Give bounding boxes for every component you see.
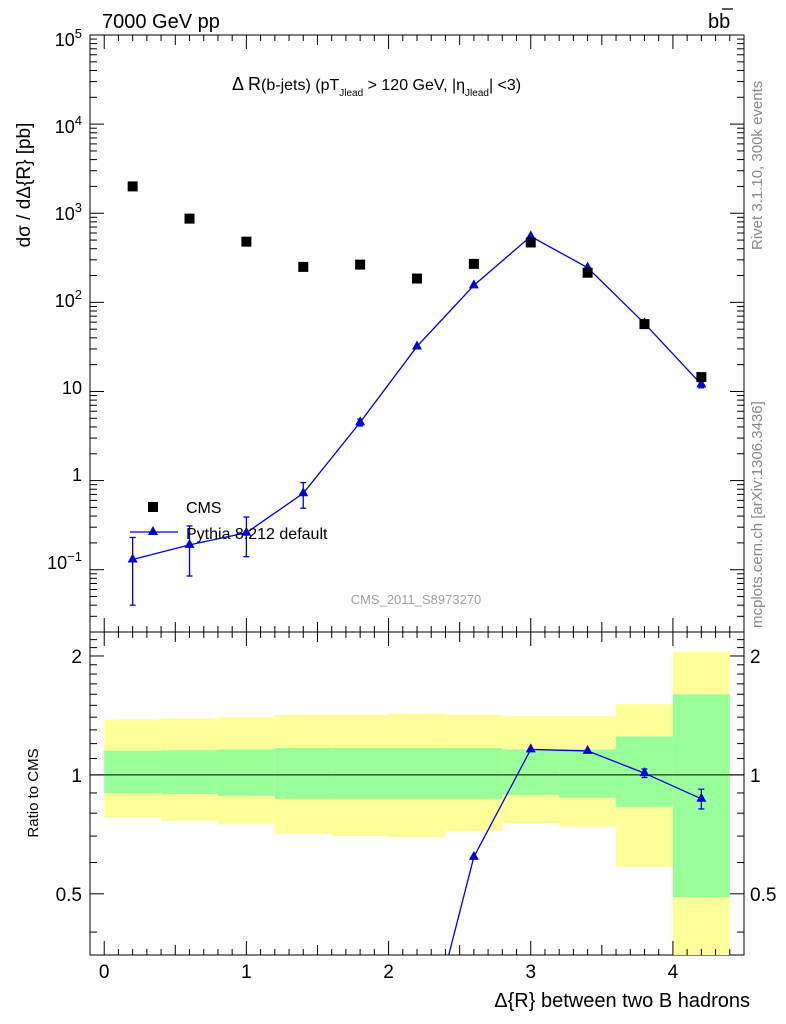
y-tick-label-1: 1 (72, 465, 82, 485)
x-tick-label-1: 1 (241, 962, 252, 983)
mc-point (696, 378, 707, 388)
band-inner-3 (274, 747, 332, 799)
mc-series-main (127, 230, 707, 606)
legend-mc-marker (148, 526, 158, 535)
y-tick-label-10: 10 (62, 378, 82, 398)
mc-point (241, 526, 252, 536)
data-series-main (127, 181, 707, 383)
data-point (355, 259, 366, 270)
mc-point (298, 487, 309, 497)
mc-series-ratio (448, 743, 707, 956)
x-tick-labels: 0 1 2 3 4 (99, 962, 679, 983)
ratio-uncertainty-bands (104, 651, 730, 955)
legend-mc-label: Pythia 8.212 default (186, 526, 328, 543)
ratio-point (468, 850, 479, 860)
data-point (639, 319, 650, 330)
x-tick-label-3: 3 (525, 962, 536, 983)
ratio-tick-label-right-1: 1 (750, 766, 761, 787)
y-tick-label-1e3: 103 (55, 200, 82, 224)
ratio-tick-label-1: 1 (71, 766, 82, 787)
plot-title: Δ R(b-jets) (pTJlead > 120 GeV, |ηJlead|… (232, 74, 521, 99)
data-point (696, 372, 707, 383)
main-y-axis-label: dσ / dΔ{R} [pb] (14, 123, 35, 248)
mc-point (127, 553, 138, 563)
mc-point (184, 538, 195, 548)
band-inner-8 (559, 749, 617, 798)
ratio-point (582, 744, 593, 754)
mc-point (355, 416, 366, 426)
ratio-y-axis-label: Ratio to CMS (25, 748, 42, 837)
ratio-point (525, 743, 536, 753)
ratio-tick-label-2: 2 (71, 647, 82, 668)
legend: CMS Pythia 8.212 default (130, 500, 328, 543)
ratio-tick-label-0.5: 0.5 (56, 885, 82, 906)
rivet-version-label: Rivet 3.1.10, 300k events (749, 81, 766, 250)
y-tick-label-1e4: 104 (55, 113, 82, 137)
data-point (241, 236, 252, 247)
x-tick-label-4: 4 (668, 962, 679, 983)
mc-point (525, 230, 536, 240)
ratio-line-offscale (448, 856, 475, 956)
ratio-point (696, 792, 707, 802)
data-point (582, 267, 593, 278)
band-inner-7 (502, 749, 560, 795)
x-tick-label-2: 2 (383, 962, 394, 983)
ratio-axis-ticks (90, 639, 744, 933)
y-tick-label-1e2: 102 (55, 287, 82, 311)
legend-data-label: CMS (186, 500, 222, 517)
data-point (525, 237, 536, 248)
ratio-y-tick-labels: 0.5 1 2 0.5 1 2 (56, 647, 777, 906)
process-label: bb (708, 11, 730, 33)
x-axis-label: Δ{R} between two B hadrons (494, 990, 750, 1012)
y-tick-label-1e-1: 10−1 (47, 549, 82, 573)
data-point (298, 261, 309, 272)
band-inner-1 (161, 750, 218, 794)
ratio-tick-label-right-2: 2 (750, 647, 761, 668)
data-point (468, 258, 479, 269)
mc-point (412, 340, 422, 350)
energy-label: 7000 GeV pp (102, 11, 220, 33)
mcplots-label: mcplots.cern.ch [arXiv:1306.3436] (749, 401, 766, 628)
mc-point (468, 279, 479, 289)
analysis-id-watermark: CMS_2011_S8973270 (351, 592, 482, 607)
legend-data-marker (148, 502, 158, 512)
ratio-tick-label-right-0.5: 0.5 (750, 885, 776, 906)
band-inner-4 (331, 747, 389, 799)
ratio-point (639, 767, 650, 777)
band-inner-5 (388, 747, 446, 799)
data-point (412, 273, 422, 284)
data-point (184, 213, 195, 224)
x-tick-label-0: 0 (99, 962, 110, 983)
main-y-tick-labels: 105 104 103 102 10 1 10−1 (47, 26, 82, 573)
data-point (127, 181, 138, 192)
band-inner-2 (217, 749, 275, 796)
y-tick-label-1e5: 105 (55, 26, 82, 50)
band-inner-6 (445, 747, 503, 799)
band-inner-0 (104, 750, 162, 793)
main-axis-ticks (90, 34, 744, 955)
